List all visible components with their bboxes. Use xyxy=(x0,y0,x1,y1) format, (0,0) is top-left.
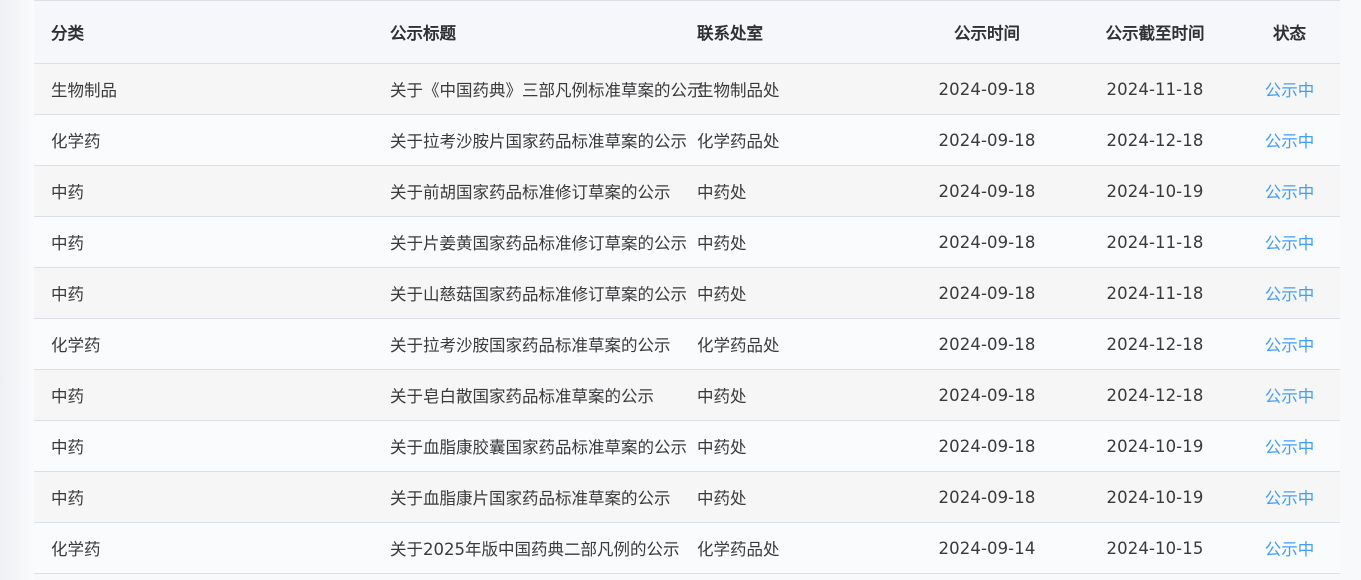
table-header-row: 分类 公示标题 联系处室 公示时间 公示截至时间 状态 xyxy=(34,0,1340,64)
cell-category: 化学药 xyxy=(34,114,202,166)
status-badge[interactable]: 公示中 xyxy=(1264,489,1315,508)
cell-end-date: 2024-10-19 xyxy=(1071,165,1239,217)
cell-status: 公示中 xyxy=(1239,369,1340,421)
cell-title[interactable]: 关于2025年版中国药典二部凡例的公示 xyxy=(202,522,680,574)
cell-status: 公示中 xyxy=(1239,216,1340,268)
cell-category: 中药 xyxy=(34,471,202,523)
cell-start-date: 2024-09-18 xyxy=(903,165,1071,217)
cell-start-date: 2024-09-14 xyxy=(903,522,1071,574)
status-badge[interactable]: 公示中 xyxy=(1264,81,1315,100)
status-badge[interactable]: 公示中 xyxy=(1264,234,1315,253)
cell-start-date: 2024-09-18 xyxy=(903,216,1071,268)
cell-start-date: 2024-09-18 xyxy=(903,267,1071,319)
cell-end-date: 2024-12-18 xyxy=(1071,114,1239,166)
table-row[interactable]: 化学药 关于拉考沙胺片国家药品标准草案的公示 化学药品处 2024-09-18 2024… xyxy=(34,114,1340,166)
cell-start-date: 2024-09-18 xyxy=(903,369,1071,421)
cell-category: 生物制品 xyxy=(34,63,202,115)
cell-category: 中药 xyxy=(34,369,202,421)
cell-status: 公示中 xyxy=(1239,471,1340,523)
table-body: 生物制品 关于《中国药典》三部凡例标准草案的公示 生物制品处 2024-09-18 20… xyxy=(34,63,1340,574)
cell-category: 中药 xyxy=(34,267,202,319)
cell-title[interactable]: 关于《中国药典》三部凡例标准草案的公示 xyxy=(202,63,704,115)
table-row[interactable]: 生物制品 关于《中国药典》三部凡例标准草案的公示 生物制品处 2024-09-18 20… xyxy=(34,63,1340,115)
public-notice-table: 分类 公示标题 联系处室 公示时间 公示截至时间 状态 生物制品 关于《中国药典》… xyxy=(34,0,1340,574)
cell-end-date: 2024-10-15 xyxy=(1071,522,1239,574)
cell-end-date: 2024-10-19 xyxy=(1071,420,1239,472)
cell-start-date: 2024-09-18 xyxy=(903,471,1071,523)
table-row[interactable]: 中药 关于血脂康片国家药品标准草案的公示 中药处 2024-09-18 2024-10-… xyxy=(34,471,1340,523)
cell-title[interactable]: 关于血脂康胶囊国家药品标准草案的公示 xyxy=(202,420,687,472)
table-row[interactable]: 中药 关于前胡国家药品标准修订草案的公示 中药处 2024-09-18 2024-10-… xyxy=(34,165,1340,217)
cell-end-date: 2024-11-18 xyxy=(1071,267,1239,319)
public-notice-table-container: 分类 公示标题 联系处室 公示时间 公示截至时间 状态 生物制品 关于《中国药典》… xyxy=(34,0,1340,580)
cell-title[interactable]: 关于山慈菇国家药品标准修订草案的公示 xyxy=(202,267,687,319)
cell-end-date: 2024-11-18 xyxy=(1071,216,1239,268)
cell-start-date: 2024-09-18 xyxy=(903,63,1071,115)
column-header-office[interactable]: 联系处室 xyxy=(680,0,903,64)
column-header-category[interactable]: 分类 xyxy=(34,0,202,64)
table-row[interactable]: 化学药 关于2025年版中国药典二部凡例的公示 化学药品处 2024-09-14 202… xyxy=(34,522,1340,574)
cell-office: 中药处 xyxy=(680,369,903,421)
status-badge[interactable]: 公示中 xyxy=(1264,132,1315,151)
cell-office: 化学药品处 xyxy=(680,114,903,166)
cell-status: 公示中 xyxy=(1239,114,1340,166)
table-row[interactable]: 中药 关于片姜黄国家药品标准修订草案的公示 中药处 2024-09-18 2024-11… xyxy=(34,216,1340,268)
cell-category: 中药 xyxy=(34,420,202,472)
cell-end-date: 2024-12-18 xyxy=(1071,369,1239,421)
column-header-title[interactable]: 公示标题 xyxy=(202,0,680,64)
cell-office: 中药处 xyxy=(680,420,903,472)
cell-category: 化学药 xyxy=(34,318,202,370)
cell-title[interactable]: 关于血脂康片国家药品标准草案的公示 xyxy=(202,471,680,523)
cell-office: 中药处 xyxy=(680,267,903,319)
cell-category: 化学药 xyxy=(34,522,202,574)
cell-status: 公示中 xyxy=(1239,267,1340,319)
cell-start-date: 2024-09-18 xyxy=(903,420,1071,472)
status-badge[interactable]: 公示中 xyxy=(1264,438,1315,457)
cell-category: 中药 xyxy=(34,216,202,268)
cell-office: 中药处 xyxy=(680,471,903,523)
right-edge-padding xyxy=(1340,0,1361,580)
cell-title[interactable]: 关于拉考沙胺国家药品标准草案的公示 xyxy=(202,318,680,370)
cell-office: 生物制品处 xyxy=(680,63,903,115)
table-header: 分类 公示标题 联系处室 公示时间 公示截至时间 状态 xyxy=(34,0,1340,64)
column-header-status[interactable]: 状态 xyxy=(1239,0,1340,64)
cell-office: 中药处 xyxy=(680,216,903,268)
left-edge-gradient xyxy=(0,0,34,580)
column-header-end-date[interactable]: 公示截至时间 xyxy=(1071,0,1239,64)
table-row[interactable]: 中药 关于血脂康胶囊国家药品标准草案的公示 中药处 2024-09-18 2024-10… xyxy=(34,420,1340,472)
status-badge[interactable]: 公示中 xyxy=(1264,183,1315,202)
cell-title[interactable]: 关于皂白散国家药品标准草案的公示 xyxy=(202,369,680,421)
cell-end-date: 2024-12-18 xyxy=(1071,318,1239,370)
cell-status: 公示中 xyxy=(1239,522,1340,574)
status-badge[interactable]: 公示中 xyxy=(1264,540,1315,559)
cell-category: 中药 xyxy=(34,165,202,217)
column-header-start-date[interactable]: 公示时间 xyxy=(903,0,1071,64)
cell-start-date: 2024-09-18 xyxy=(903,114,1071,166)
cell-office: 中药处 xyxy=(680,165,903,217)
cell-end-date: 2024-10-19 xyxy=(1071,471,1239,523)
cell-title[interactable]: 关于前胡国家药品标准修订草案的公示 xyxy=(202,165,680,217)
table-row[interactable]: 中药 关于山慈菇国家药品标准修订草案的公示 中药处 2024-09-18 2024-11… xyxy=(34,267,1340,319)
cell-status: 公示中 xyxy=(1239,165,1340,217)
table-row[interactable]: 化学药 关于拉考沙胺国家药品标准草案的公示 化学药品处 2024-09-18 2024-… xyxy=(34,318,1340,370)
cell-office: 化学药品处 xyxy=(680,522,903,574)
cell-start-date: 2024-09-18 xyxy=(903,318,1071,370)
cell-status: 公示中 xyxy=(1239,63,1340,115)
cell-title[interactable]: 关于拉考沙胺片国家药品标准草案的公示 xyxy=(202,114,687,166)
cell-office: 化学药品处 xyxy=(680,318,903,370)
table-row[interactable]: 中药 关于皂白散国家药品标准草案的公示 中药处 2024-09-18 2024-12-1… xyxy=(34,369,1340,421)
cell-status: 公示中 xyxy=(1239,420,1340,472)
status-badge[interactable]: 公示中 xyxy=(1264,336,1315,355)
cell-title[interactable]: 关于片姜黄国家药品标准修订草案的公示 xyxy=(202,216,687,268)
cell-end-date: 2024-11-18 xyxy=(1071,63,1239,115)
cell-status: 公示中 xyxy=(1239,318,1340,370)
status-badge[interactable]: 公示中 xyxy=(1264,387,1315,406)
status-badge[interactable]: 公示中 xyxy=(1264,285,1315,304)
